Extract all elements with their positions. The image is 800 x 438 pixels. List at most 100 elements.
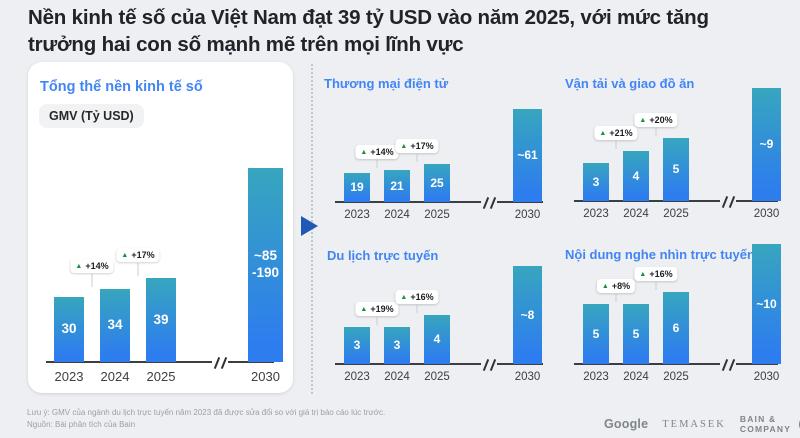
x-tick-label: 2025 [146, 369, 176, 384]
bar-column-2024: 3 2024 [384, 327, 410, 383]
chart-title-transport-food: Vận tải và giao đồ ăn [565, 76, 695, 91]
bar-2025: 6 [663, 292, 689, 364]
x-axis-transport-food [574, 200, 778, 202]
bar-2025: 4 [424, 315, 450, 364]
growth-badge-label: +20% [649, 115, 673, 125]
growth-up-icon: ▲ [639, 116, 647, 124]
growth-badge: ▲ +14% [70, 259, 114, 273]
gmv-unit-badge: GMV (Tỷ USD) [39, 104, 144, 128]
growth-badge-label: +16% [649, 269, 673, 279]
temasek-logo: TEMASEK [662, 418, 726, 430]
growth-up-icon: ▲ [75, 262, 83, 270]
bar-value-label: 30 [61, 321, 77, 337]
x-tick-label: 2025 [424, 209, 450, 221]
badge-connector-line [615, 294, 617, 302]
bar-value-label: 6 [672, 320, 680, 335]
bar-2030: ~85 -190 [248, 168, 283, 362]
growth-badge-label: +19% [370, 304, 394, 314]
bar-2024: 3 [384, 327, 410, 364]
bar-column-2024: 5 2024 [623, 304, 649, 383]
axis-break-gap [212, 358, 228, 367]
chart-ecommerce: 19 2023 21 2024 25 2025 ~61 2030 ▲ +14% ▲ +17% [344, 106, 542, 221]
bar-2024: 21 [384, 170, 410, 202]
badge-connector-line [416, 305, 418, 313]
growth-badge-label: +14% [370, 147, 394, 157]
x-tick-label: 2030 [251, 369, 280, 384]
bar-column-2024: 21 2024 [384, 170, 410, 221]
x-tick-label: 2024 [623, 371, 649, 383]
bar-column-2024: 4 2024 [623, 151, 649, 220]
growth-up-icon: ▲ [360, 148, 368, 156]
bar-value-label: ~9 [759, 137, 774, 152]
bar-column-2030: ~10 2030 [752, 244, 781, 383]
badge-connector-line [376, 317, 378, 325]
bar-column-2023: 3 2023 [344, 327, 370, 383]
bar-column-2025: 4 2025 [424, 315, 450, 383]
bar-column-2023: 5 2023 [583, 304, 609, 383]
bar-column-2030: ~85 -190 2030 [248, 168, 283, 384]
growth-up-icon: ▲ [599, 129, 607, 137]
chart-title-online-media: Nội dung nghe nhìn trực tuyến [565, 247, 755, 262]
bar-value-label: 34 [107, 317, 123, 333]
x-tick-label: 2023 [344, 371, 370, 383]
bar-2025: 5 [663, 138, 689, 201]
bar-column-2025: 6 2025 [663, 292, 689, 383]
bar-value-label: 5 [592, 326, 600, 341]
bar-2023: 5 [583, 304, 609, 364]
x-tick-label: 2030 [514, 209, 541, 221]
growth-badge: ▲ +20% [634, 113, 678, 127]
badge-connector-line [655, 128, 657, 136]
badge-connector-line [91, 274, 93, 287]
badge-connector-line [376, 160, 378, 168]
footer-source-line: Nguồn: Bài phân tích của Bain [27, 420, 136, 429]
x-axis-overview [46, 361, 274, 363]
bar-value-label: ~8 [520, 307, 535, 322]
bar-value-label: 25 [430, 175, 444, 190]
x-axis-online-media [574, 363, 778, 365]
badge-connector-line [615, 141, 617, 149]
bar-value-label: 19 [350, 180, 364, 195]
x-tick-label: 2023 [583, 208, 609, 220]
bar-2024: 4 [623, 151, 649, 201]
axis-break-gap [719, 360, 736, 369]
bar-value-label: 3 [393, 338, 401, 353]
growth-badge-label: +16% [410, 292, 434, 302]
bar-value-label: 3 [592, 174, 600, 189]
bar-value-label: ~10 [756, 296, 777, 311]
growth-badge: ▲ +17% [116, 248, 160, 262]
bar-2025: 25 [424, 164, 450, 202]
growth-badge: ▲ +19% [355, 302, 399, 316]
bar-2023: 3 [583, 163, 609, 201]
x-tick-label: 2024 [100, 369, 130, 384]
x-tick-label: 2024 [623, 208, 649, 220]
bar-2024: 34 [100, 289, 130, 362]
x-tick-label: 2030 [753, 208, 780, 220]
x-tick-label: 2023 [344, 209, 370, 221]
growth-badge-label: +21% [609, 128, 633, 138]
bar-column-2023: 19 2023 [344, 173, 370, 221]
bar-2025: 39 [146, 278, 176, 362]
growth-up-icon: ▲ [121, 251, 129, 259]
bar-2023: 19 [344, 173, 370, 202]
bar-2023: 3 [344, 327, 370, 364]
x-tick-label: 2030 [514, 371, 541, 383]
bar-value-label: 5 [672, 162, 680, 177]
growth-up-icon: ▲ [400, 293, 408, 301]
bar-2024: 5 [623, 304, 649, 364]
x-tick-label: 2025 [424, 371, 450, 383]
google-logo: Google [604, 417, 649, 431]
bar-value-label: ~85 -190 [251, 248, 280, 280]
bar-value-label: 4 [632, 168, 640, 183]
x-tick-label: 2025 [663, 208, 689, 220]
bar-column-2030: ~8 2030 [513, 266, 542, 383]
growth-badge-label: +8% [611, 281, 631, 291]
overview-card-title: Tổng thể nền kinh tế số [40, 79, 203, 95]
badge-connector-line [655, 282, 657, 290]
footer-notes: Lưu ý: GMV của ngành du lịch trực tuyến … [27, 407, 385, 431]
bar-2030: ~9 [752, 88, 781, 201]
growth-badge: ▲ +21% [594, 126, 638, 140]
partner-logos: Google TEMASEK BAIN & COMPANY [604, 414, 800, 434]
bar-2023: 30 [54, 297, 84, 362]
bar-2030: ~61 [513, 109, 542, 202]
x-tick-label: 2025 [663, 371, 689, 383]
